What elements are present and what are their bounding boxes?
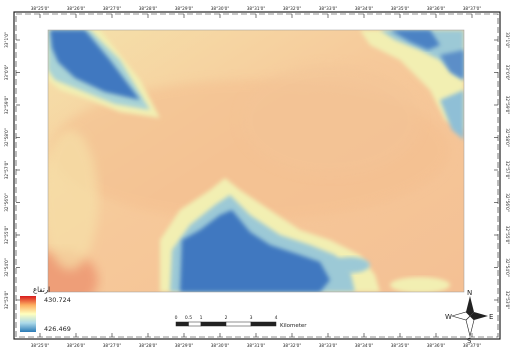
scale-bar-tick-label: 0 bbox=[175, 315, 178, 321]
coordinate-label: 32°57'0" bbox=[4, 161, 9, 180]
north-label: N bbox=[467, 289, 472, 297]
coordinate-label: 32°59'0" bbox=[505, 96, 510, 115]
coordinate-label: 32°59'0" bbox=[4, 96, 9, 115]
coordinate-label: 38°26'0" bbox=[67, 343, 86, 348]
scale-bar-segment bbox=[200, 321, 227, 327]
coordinate-label: 38°30'0" bbox=[211, 6, 230, 11]
coordinate-label: 32°53'0" bbox=[4, 291, 9, 310]
scale-bar-segments bbox=[175, 321, 277, 327]
scale-bar-labels: 0 0.5 1 2 3 4 bbox=[175, 315, 278, 321]
coordinate-label: 38°25'0" bbox=[31, 6, 50, 11]
legend-title: ارتفاع bbox=[33, 286, 50, 294]
coordinate-label: 32°58'0" bbox=[4, 128, 9, 147]
scale-bar-unit: Kilometer bbox=[280, 323, 307, 329]
coordinate-label: 32°56'0" bbox=[4, 193, 9, 212]
coordinate-label: 32°57'0" bbox=[505, 161, 510, 180]
coordinate-label: 38°32'0" bbox=[283, 6, 302, 11]
legend-min-label: 426.469 bbox=[44, 325, 71, 333]
west-label: W bbox=[445, 313, 452, 321]
coordinate-label: 38°27'0" bbox=[103, 6, 122, 11]
scale-bar-segment bbox=[188, 321, 202, 327]
coordinate-label: 38°28'0" bbox=[139, 343, 158, 348]
coordinate-label: 32°55'0" bbox=[4, 226, 9, 245]
coordinate-label: 38°35'0" bbox=[391, 343, 410, 348]
north-arrow: N S E W bbox=[445, 289, 493, 345]
coordinate-label: 33°0'0" bbox=[505, 65, 510, 81]
coordinate-label: 32°56'0" bbox=[505, 193, 510, 212]
coordinate-label: 38°31'0" bbox=[247, 343, 266, 348]
lowland-south bbox=[160, 178, 380, 292]
map-frame-inner bbox=[15, 13, 499, 338]
legend: ارتفاع 430.724 426.469 bbox=[20, 286, 71, 333]
coordinate-label: 38°37'0" bbox=[463, 6, 482, 11]
coordinate-label: 38°29'0" bbox=[175, 343, 194, 348]
elevation-raster bbox=[48, 30, 464, 292]
coordinate-label: 38°34'0" bbox=[355, 6, 374, 11]
legend-max-label: 430.724 bbox=[44, 296, 71, 304]
coordinate-label: 32°53'0" bbox=[505, 291, 510, 310]
lowland-northwest bbox=[48, 30, 160, 118]
coordinate-label: 33°1'0" bbox=[505, 32, 510, 48]
coordinate-label: 38°34'0" bbox=[355, 343, 374, 348]
coordinate-label: 33°1'0" bbox=[4, 32, 9, 48]
east-label: E bbox=[489, 313, 493, 321]
coordinate-ticks bbox=[16, 14, 498, 337]
coordinate-label: 38°36'0" bbox=[427, 343, 446, 348]
coordinate-label: 38°31'0" bbox=[247, 6, 266, 11]
scale-bar-tick-label: 2 bbox=[225, 315, 228, 321]
scale-bar-tick-label: 0.5 bbox=[185, 315, 192, 321]
coordinate-label: 38°30'0" bbox=[211, 343, 230, 348]
coordinate-label: 38°28'0" bbox=[139, 6, 158, 11]
coordinate-label: 38°33'0" bbox=[319, 343, 338, 348]
scale-bar: 0 0.5 1 2 3 4 Kilometer bbox=[175, 315, 308, 329]
scale-bar-segment bbox=[225, 321, 252, 327]
coordinate-label: 38°29'0" bbox=[175, 6, 194, 11]
coordinate-label: 38°26'0" bbox=[67, 6, 86, 11]
scale-bar-segment bbox=[175, 321, 189, 327]
map-frame-outer bbox=[13, 11, 501, 340]
south-label: S bbox=[467, 337, 472, 345]
coordinate-label: 38°35'0" bbox=[391, 6, 410, 11]
scale-bar-segment bbox=[250, 321, 277, 327]
scale-bar-tick-label: 3 bbox=[250, 315, 253, 321]
coordinate-label: 32°54'0" bbox=[4, 258, 9, 277]
scale-bar-tick-label: 1 bbox=[200, 315, 203, 321]
coordinate-label: 32°58'0" bbox=[505, 128, 510, 147]
coordinate-label: 38°25'0" bbox=[31, 343, 50, 348]
coordinate-label: 38°33'0" bbox=[319, 6, 338, 11]
coordinate-labels: 38°25'0" 38°26'0" 38°27'0" 38°28'0" 38°29'0"… bbox=[4, 6, 510, 348]
coordinate-label: 32°55'0" bbox=[505, 226, 510, 245]
coordinate-label: 33°0'0" bbox=[4, 65, 9, 81]
coordinate-label: 38°37'0" bbox=[463, 343, 482, 348]
north-arrow-needle bbox=[466, 296, 474, 316]
lowland-northeast bbox=[360, 30, 464, 140]
scale-bar-tick-label: 4 bbox=[275, 315, 278, 321]
coordinate-label: 38°36'0" bbox=[427, 6, 446, 11]
coordinate-label: 38°32'0" bbox=[283, 343, 302, 348]
coordinate-label: 38°27'0" bbox=[103, 343, 122, 348]
coordinate-label: 32°54'0" bbox=[505, 258, 510, 277]
map-extent-border bbox=[47, 29, 465, 293]
legend-color-ramp bbox=[20, 296, 36, 332]
